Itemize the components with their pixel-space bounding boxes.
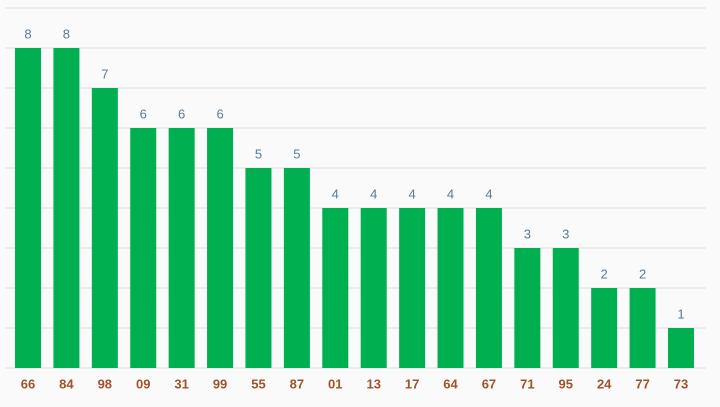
value-label: 2	[601, 266, 608, 281]
value-label: 8	[63, 26, 70, 41]
value-label: 4	[370, 186, 377, 201]
value-label: 7	[101, 66, 108, 81]
x-tick-label: 84	[59, 376, 74, 391]
x-tick-label: 31	[174, 376, 188, 391]
bar	[514, 248, 541, 368]
bar	[360, 208, 387, 368]
bar	[91, 88, 118, 368]
bar	[53, 48, 80, 368]
bar	[130, 128, 157, 368]
x-tick-label: 24	[597, 376, 612, 391]
value-label: 4	[447, 186, 454, 201]
bar	[168, 128, 195, 368]
x-tick-label: 77	[635, 376, 649, 391]
x-tick-label: 55	[251, 376, 265, 391]
value-label: 3	[524, 226, 531, 241]
bar	[552, 248, 579, 368]
bar	[322, 208, 349, 368]
bar	[629, 288, 656, 368]
value-label: 6	[216, 106, 223, 121]
x-tick-label: 64	[443, 376, 458, 391]
bar	[207, 128, 234, 368]
x-tick-label: 87	[290, 376, 304, 391]
value-label: 5	[255, 146, 262, 161]
value-label: 6	[140, 106, 147, 121]
value-label: 4	[332, 186, 339, 201]
x-tick-label: 17	[405, 376, 419, 391]
value-label: 3	[562, 226, 569, 241]
value-label: 1	[677, 306, 684, 321]
x-tick-label: 13	[366, 376, 380, 391]
bar	[283, 168, 310, 368]
value-label: 4	[485, 186, 492, 201]
bar	[437, 208, 464, 368]
value-label: 4	[408, 186, 415, 201]
x-tick-label: 98	[98, 376, 112, 391]
x-tick-label: 95	[559, 376, 573, 391]
x-tick-label: 99	[213, 376, 227, 391]
x-tick-label: 73	[674, 376, 688, 391]
bar	[475, 208, 502, 368]
x-tick-label: 01	[328, 376, 342, 391]
value-label: 2	[639, 266, 646, 281]
bar	[591, 288, 618, 368]
x-tick-label: 09	[136, 376, 150, 391]
value-label: 6	[178, 106, 185, 121]
x-tick-label: 67	[482, 376, 496, 391]
x-tick-label: 71	[520, 376, 534, 391]
value-label: 5	[293, 146, 300, 161]
bar	[245, 168, 272, 368]
bar	[15, 48, 42, 368]
x-tick-label: 66	[21, 376, 35, 391]
bar	[399, 208, 426, 368]
bar	[667, 328, 694, 368]
value-label: 8	[24, 26, 31, 41]
